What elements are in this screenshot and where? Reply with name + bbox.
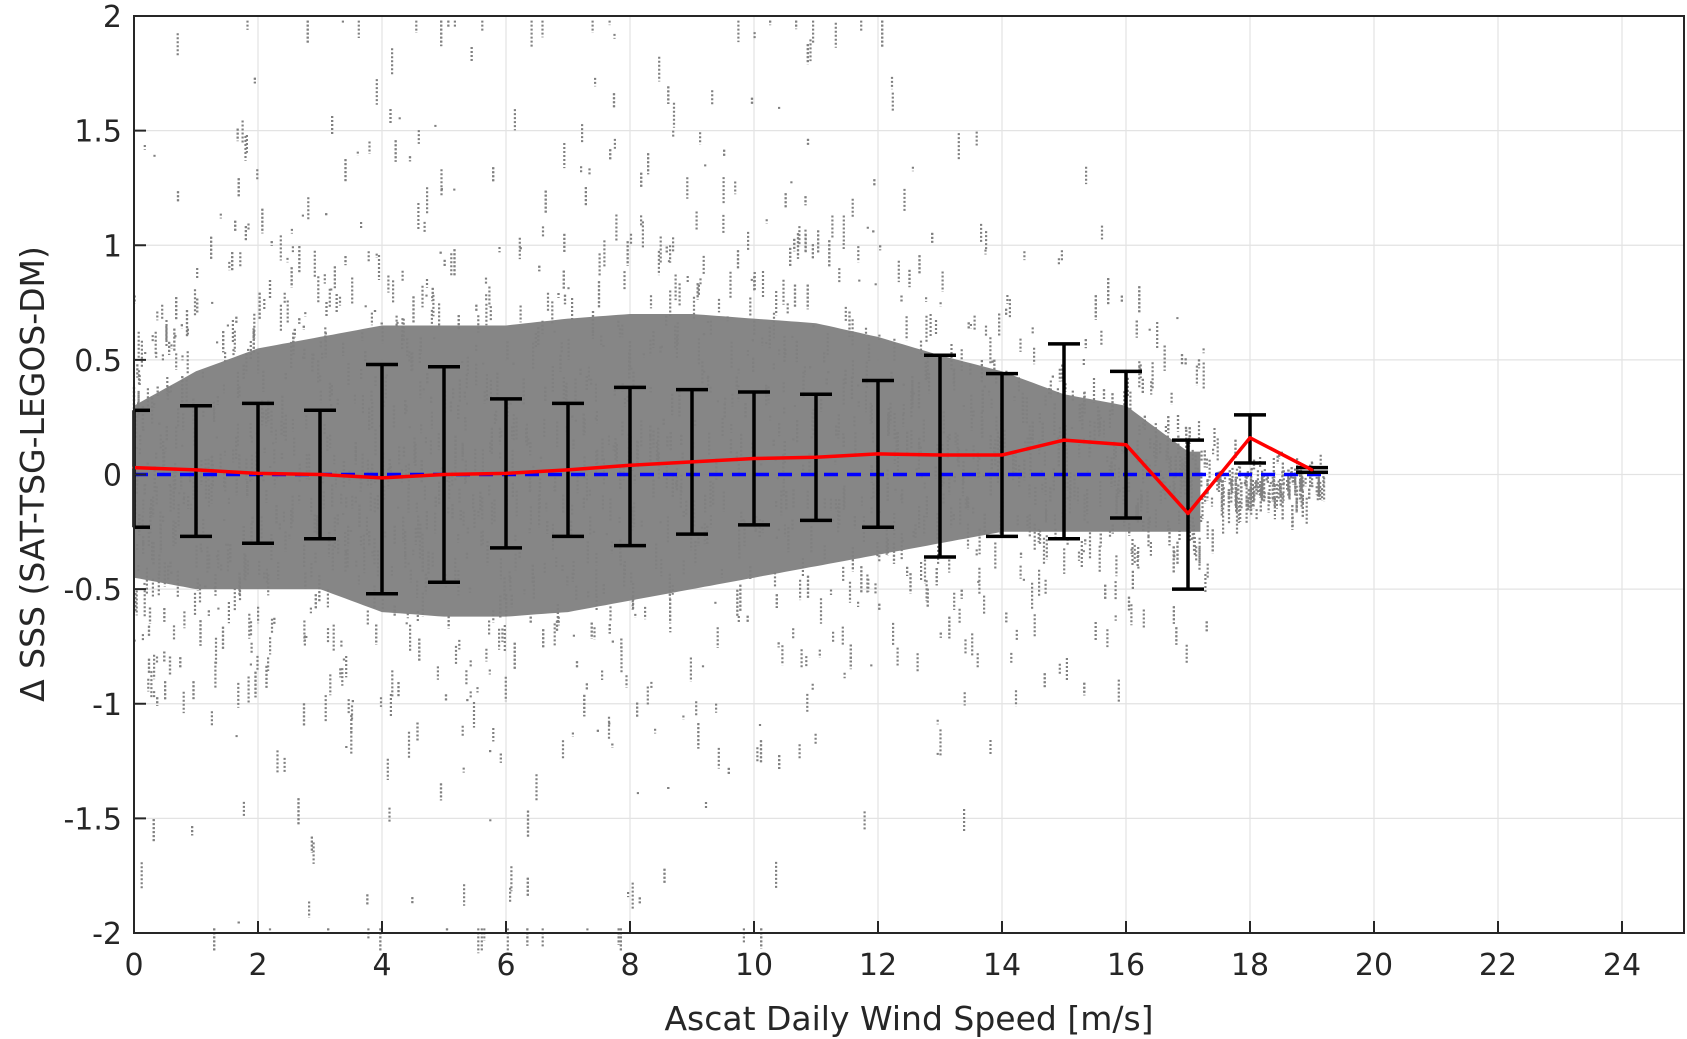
y-tick-label: -1	[92, 688, 122, 723]
y-tick-label: 0.5	[74, 344, 122, 379]
scatter-core	[134, 314, 1201, 617]
y-tick-label: -1.5	[63, 802, 122, 837]
mean-point	[1000, 453, 1004, 457]
mean-point	[938, 453, 942, 457]
y-tick-label: -2	[92, 917, 122, 952]
x-tick-label: 22	[1479, 948, 1517, 983]
mean-point	[628, 463, 632, 467]
x-tick-label: 2	[248, 948, 267, 983]
mean-point	[442, 473, 446, 476]
mean-point	[256, 471, 260, 475]
mean-point	[1186, 511, 1190, 515]
x-tick-label: 14	[983, 948, 1021, 983]
mean-line	[133, 436, 1313, 516]
y-axis-label: Δ SSS (SAT-TSG-LEGOS-DM)	[13, 246, 52, 702]
mean-point	[814, 455, 818, 459]
x-tick-label: 16	[1107, 948, 1145, 983]
mean-point	[318, 473, 322, 476]
y-axis-ticks: -2 -1.5 -1 -0.5 0 0.5 1 1.5 2	[63, 0, 146, 952]
mean-point	[194, 468, 198, 472]
x-tick-label: 4	[372, 948, 391, 983]
mean-point	[1124, 443, 1128, 447]
x-tick-label: 18	[1231, 948, 1269, 983]
scatter-points	[132, 20, 1326, 954]
mean-point	[380, 476, 384, 480]
x-tick-label: 20	[1355, 948, 1393, 983]
y-tick-label: 2	[103, 0, 122, 35]
mean-points	[132, 436, 1314, 515]
mean-point	[690, 460, 694, 464]
x-tick-label: 24	[1603, 948, 1641, 983]
mean-point	[566, 468, 570, 472]
x-axis-ticks: 0 2 4 6 8 10 12 14 16 18 20 22 24	[124, 921, 1641, 983]
y-tick-label: 1	[103, 229, 122, 264]
x-tick-label: 10	[735, 948, 773, 983]
x-axis-label: Ascat Daily Wind Speed [m/s]	[664, 999, 1153, 1038]
y-tick-label: -0.5	[63, 573, 122, 608]
x-tick-label: 6	[496, 948, 515, 983]
x-tick-label: 12	[859, 948, 897, 983]
x-tick-label: 8	[620, 948, 639, 983]
mean-point	[1248, 436, 1252, 440]
y-tick-label: 0	[103, 459, 122, 494]
mean-point	[1310, 468, 1314, 472]
x-tick-label: 0	[124, 948, 143, 983]
mean-point	[1062, 438, 1066, 442]
mean-point	[876, 452, 880, 456]
y-tick-label: 1.5	[74, 115, 122, 150]
mean-point	[504, 471, 508, 475]
mean-point	[752, 456, 756, 460]
